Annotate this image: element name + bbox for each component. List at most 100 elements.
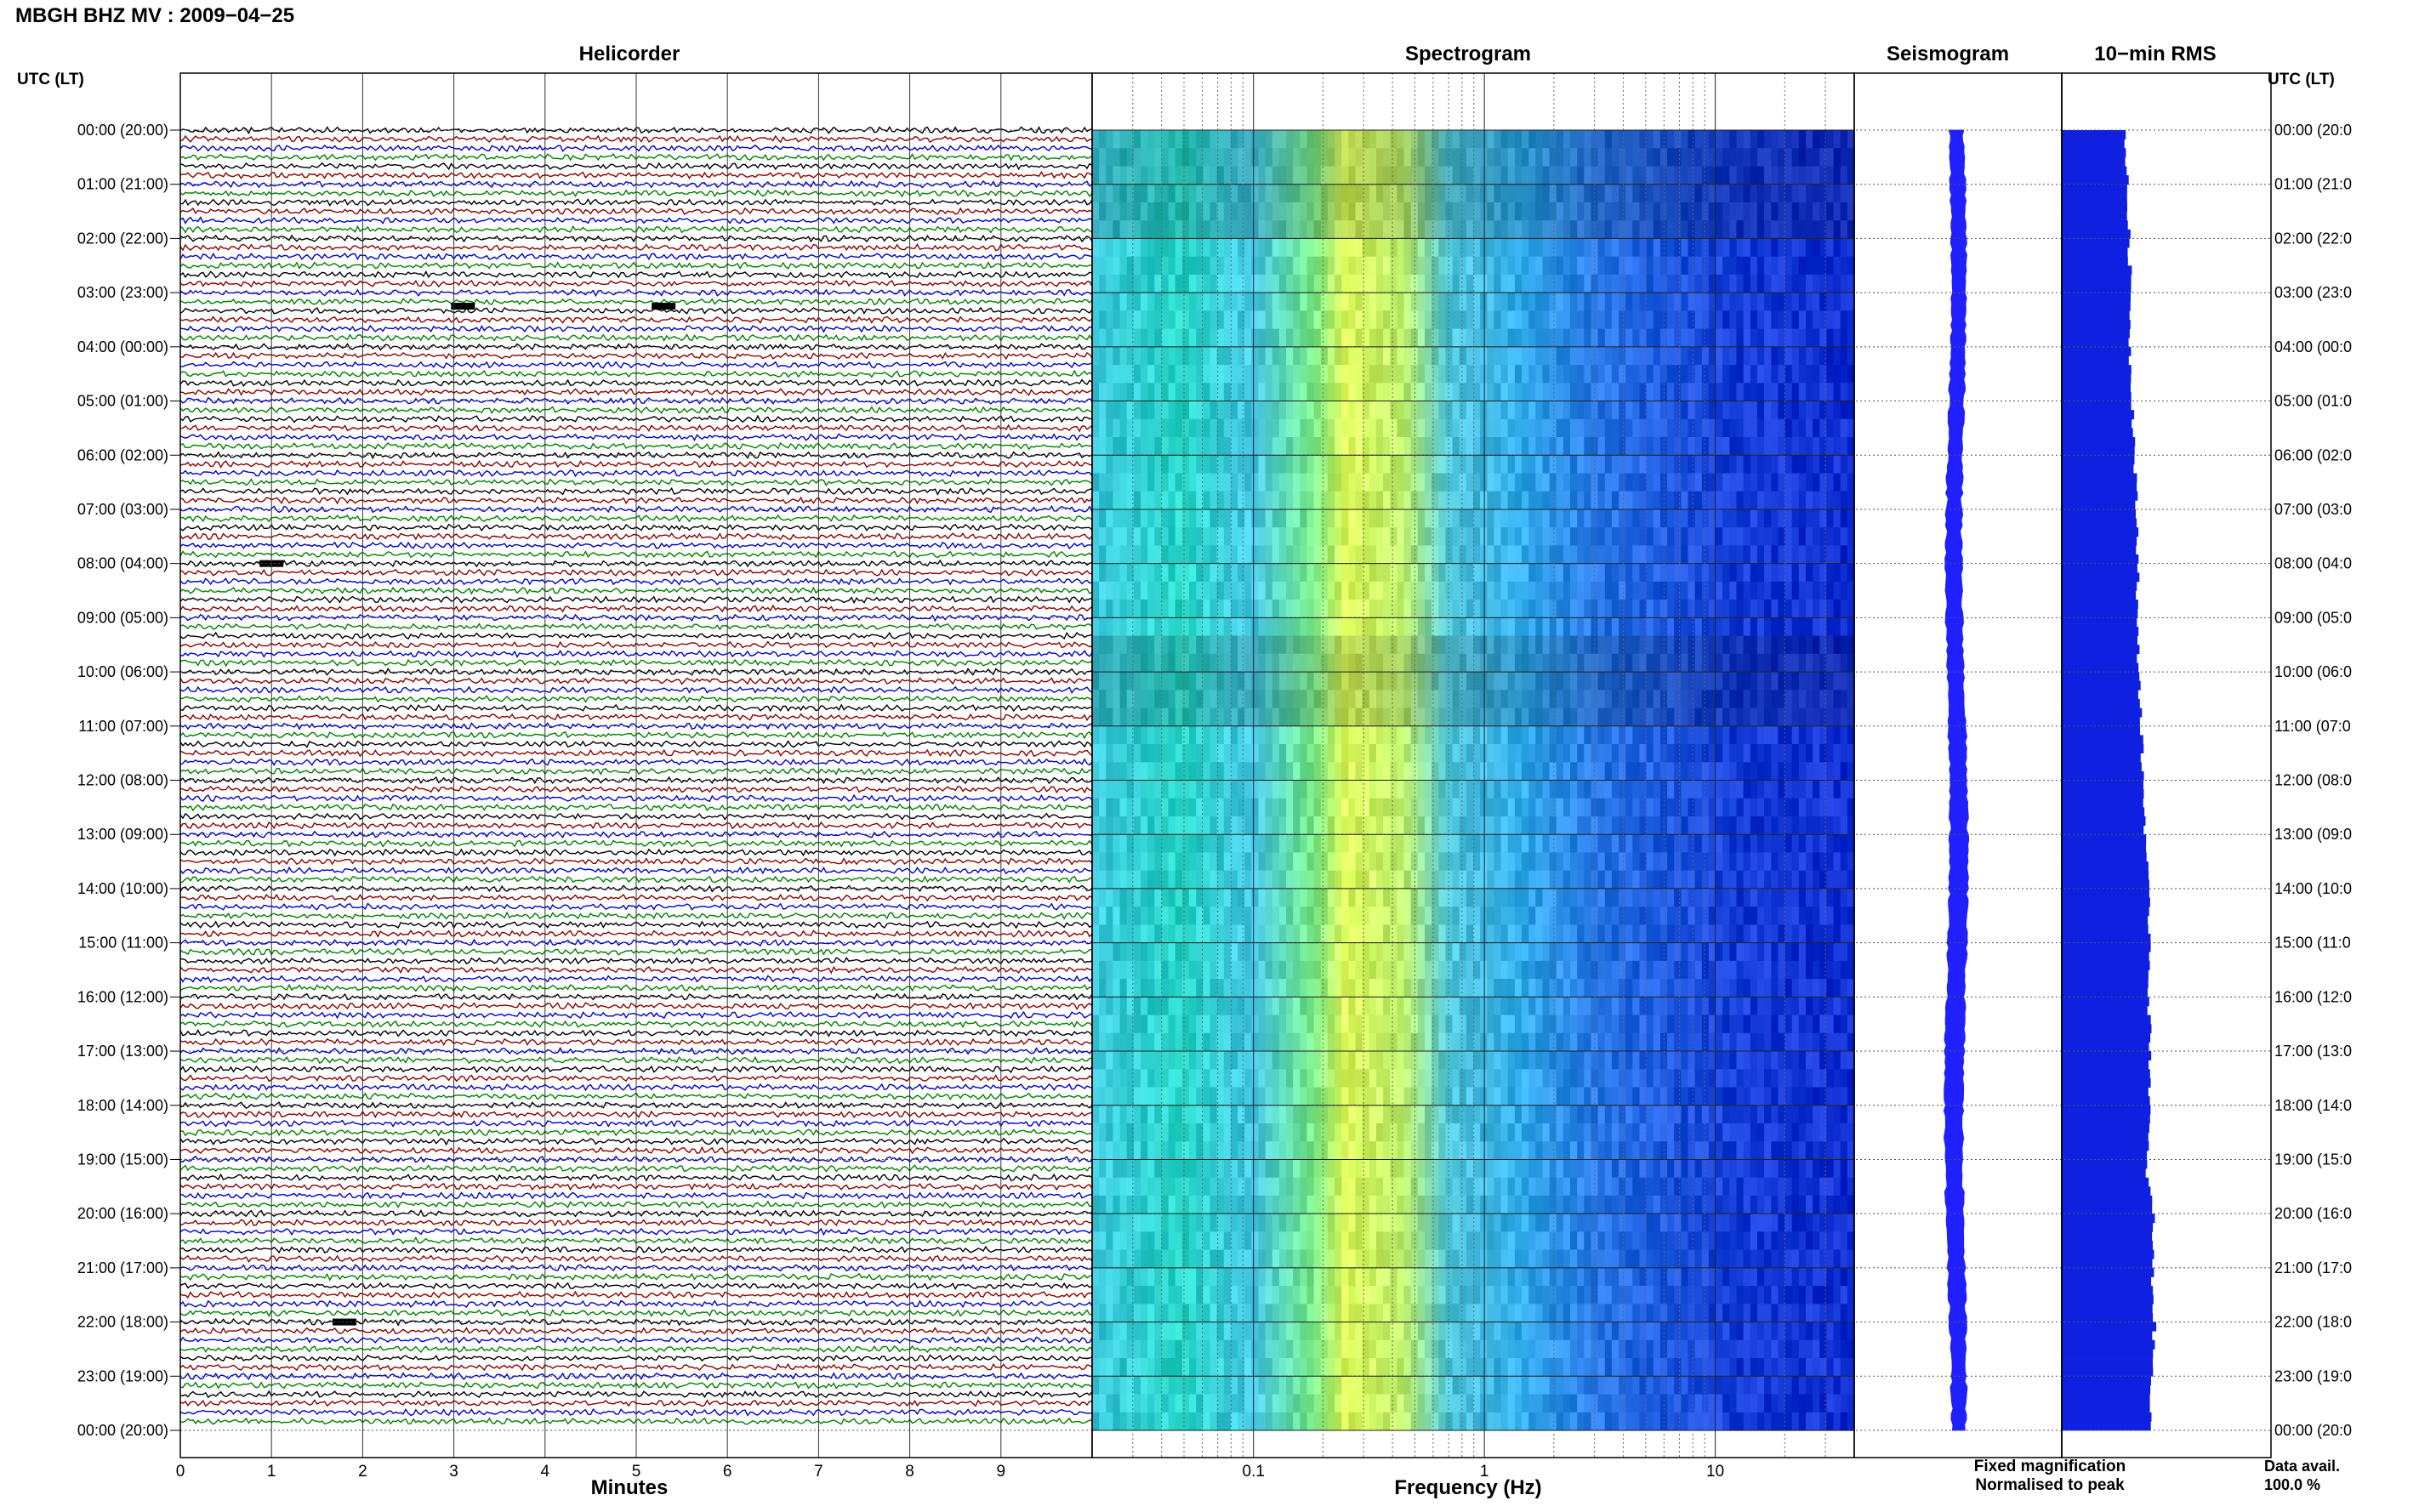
- spectrogram-cell: [1119, 617, 1128, 637]
- spectrogram-cell: [1507, 293, 1516, 311]
- spectrogram-cell: [1549, 744, 1557, 763]
- spectrogram-cell: [1216, 220, 1225, 239]
- spectrogram-cell: [1425, 690, 1432, 709]
- spectrogram-cell: [1175, 293, 1183, 311]
- spectrogram-cell: [1403, 148, 1412, 167]
- spectrogram-cell: [1826, 690, 1835, 709]
- spectrogram-cell: [1320, 870, 1329, 890]
- spectrogram-cell: [1403, 365, 1412, 384]
- spectrogram-cell: [1674, 220, 1682, 239]
- spectrogram-cell: [1659, 870, 1668, 890]
- spectrogram-cell: [1771, 220, 1779, 239]
- spectrogram-cell: [1840, 672, 1848, 691]
- spectrogram-cell: [1196, 617, 1204, 637]
- spectrogram-cell: [1459, 907, 1467, 925]
- spectrogram-cell: [1126, 310, 1135, 330]
- spectrogram-cell: [1840, 798, 1848, 817]
- spectrogram-cell: [1244, 293, 1252, 311]
- spectrogram-cell: [1570, 401, 1578, 420]
- spectrogram-cell: [1507, 617, 1516, 637]
- spectrogram-cell: [1507, 238, 1516, 258]
- spectrogram-cell: [1528, 907, 1536, 925]
- spectrogram-cell: [1632, 708, 1640, 727]
- spectrogram-cell: [1425, 744, 1432, 763]
- spectrogram-cell: [1265, 148, 1273, 167]
- spectrogram-cell: [1092, 148, 1100, 167]
- spectrogram-cell: [1562, 798, 1571, 817]
- spectrogram-cell: [1438, 166, 1446, 185]
- spectrogram-cell: [1452, 708, 1460, 727]
- spectrogram-cell: [1278, 672, 1287, 691]
- spectrogram-cell: [1106, 545, 1113, 565]
- spectrogram-cell: [1562, 184, 1571, 203]
- spectrogram-cell: [1445, 220, 1454, 239]
- spectrogram-cell: [1168, 527, 1176, 546]
- spectrogram-cell: [1659, 653, 1668, 673]
- spectrogram-cell: [1341, 545, 1349, 565]
- spectrogram-cell: [1181, 888, 1190, 907]
- spectrogram-cell: [1778, 907, 1786, 925]
- spectrogram-cell: [1238, 238, 1245, 258]
- spectrogram-cell: [1632, 653, 1640, 673]
- spectrogram-cell: [1507, 346, 1516, 366]
- spectrogram-cell: [1348, 256, 1357, 276]
- spectrogram-cell: [1528, 924, 1536, 944]
- spectrogram-cell: [1681, 202, 1689, 221]
- spectrogram-cell: [1729, 635, 1738, 655]
- spectrogram-cell: [1189, 401, 1197, 420]
- spectrogram-cell: [1577, 256, 1585, 276]
- spectrogram-cell: [1791, 274, 1800, 293]
- spectrogram-cell: [1584, 798, 1591, 817]
- spectrogram-cell: [1133, 220, 1141, 239]
- spectrogram-cell: [1542, 130, 1551, 149]
- spectrogram-cell: [1750, 148, 1758, 167]
- spectrogram-cell: [1383, 744, 1391, 763]
- spectrogram-cell: [1141, 744, 1148, 763]
- spectrogram-cell: [1320, 274, 1329, 293]
- spectrogram-cell: [1106, 708, 1113, 727]
- spectrogram-cell: [1099, 563, 1107, 583]
- spectrogram-cell: [1210, 166, 1218, 185]
- spectrogram-cell: [1722, 907, 1730, 925]
- spectrogram-cell: [1701, 256, 1710, 276]
- spectrogram-cell: [1639, 166, 1648, 185]
- spectrogram-cell: [1348, 202, 1357, 221]
- spectrogram-cell: [1619, 184, 1626, 203]
- spectrogram-cell: [1147, 491, 1155, 510]
- spectrogram-cell: [1466, 473, 1474, 492]
- spectrogram-cell: [1847, 293, 1855, 311]
- spectrogram-cell: [1591, 365, 1599, 384]
- spectrogram-cell: [1126, 346, 1135, 366]
- spectrogram-cell: [1126, 256, 1135, 276]
- spectrogram-cell: [1335, 274, 1342, 293]
- spectrogram-cell: [1653, 365, 1661, 384]
- spectrogram-cell: [1459, 780, 1467, 799]
- spectrogram-cell: [1646, 184, 1654, 203]
- spectrogram-cell: [1659, 924, 1668, 944]
- spectrogram-cell: [1750, 293, 1758, 311]
- spectrogram-cell: [1570, 293, 1578, 311]
- spectrogram-cell: [1729, 401, 1738, 420]
- spectrogram-cell: [1798, 130, 1807, 149]
- spectrogram-cell: [1403, 744, 1412, 763]
- spectrogram-cell: [1092, 346, 1100, 366]
- spectrogram-cell: [1223, 563, 1232, 583]
- spectrogram-cell: [1286, 256, 1294, 276]
- spectrogram-cell: [1784, 437, 1793, 456]
- spectrogram-cell: [1161, 762, 1170, 782]
- spectrogram-cell: [1431, 816, 1439, 835]
- spectrogram-cell: [1639, 274, 1648, 293]
- spectrogram-cell: [1369, 653, 1377, 673]
- spectrogram-cell: [1369, 455, 1377, 475]
- spectrogram-cell: [1632, 563, 1640, 583]
- spectrogram-cell: [1168, 509, 1176, 528]
- spectrogram-cell: [1528, 491, 1536, 510]
- spectrogram-cell: [1251, 708, 1259, 727]
- spectrogram-cell: [1847, 653, 1855, 673]
- spectrogram-cell: [1570, 274, 1578, 293]
- spectrogram-cell: [1189, 383, 1197, 402]
- spectrogram-cell: [1619, 888, 1626, 907]
- spectrogram-cell: [1750, 924, 1758, 944]
- spectrogram-cell: [1729, 725, 1738, 745]
- spectrogram-cell: [1341, 365, 1349, 384]
